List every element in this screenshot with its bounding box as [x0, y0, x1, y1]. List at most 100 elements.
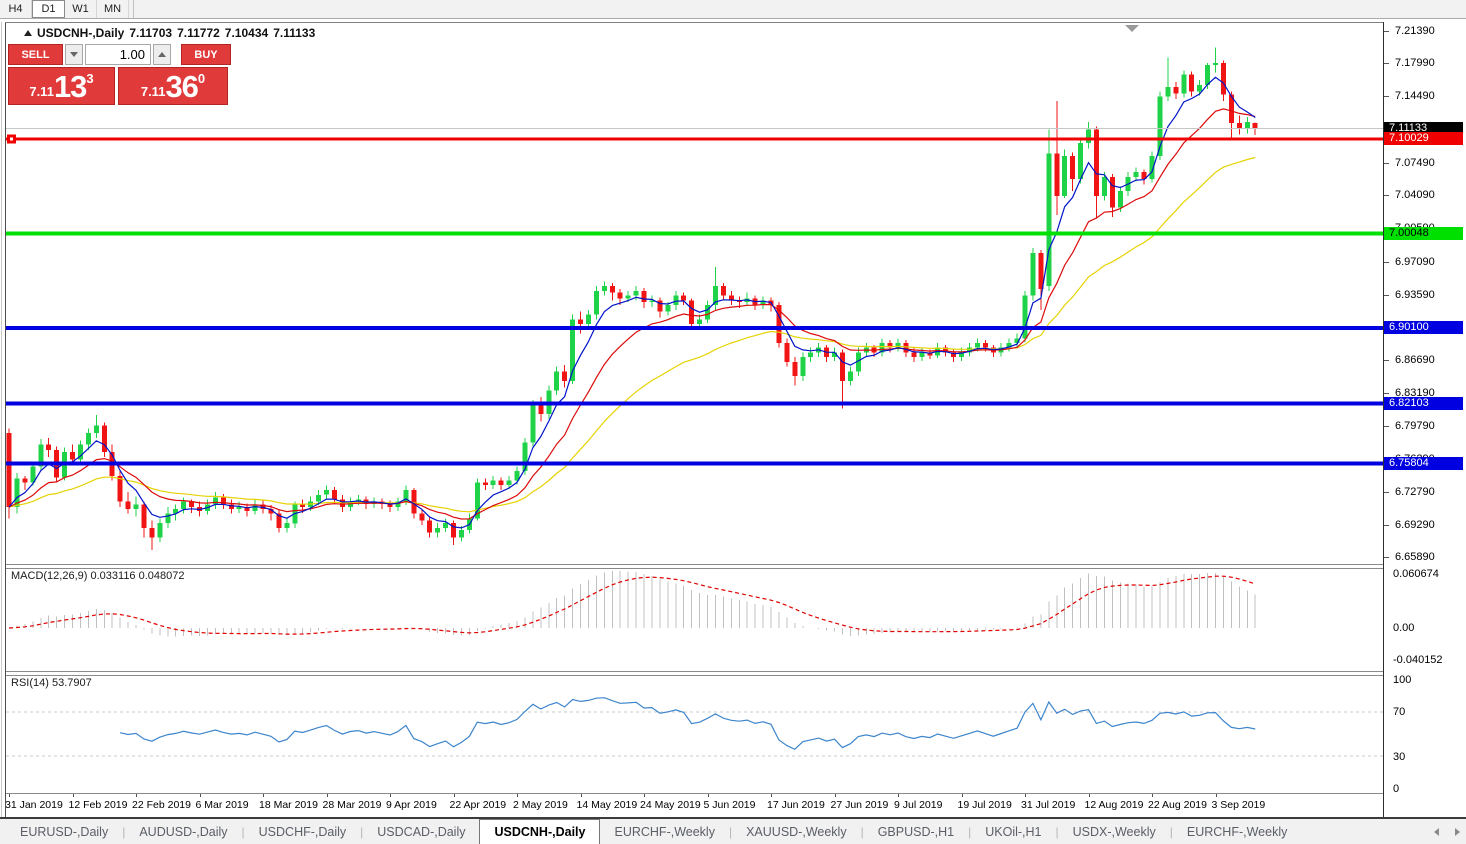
axis-tick-label: 6.79790	[1395, 420, 1435, 432]
sell-price-base: 7.11	[29, 84, 54, 99]
date-label: 22 Aug 2019	[1148, 799, 1207, 811]
axis-border	[1383, 22, 1384, 817]
pane-divider[interactable]	[6, 564, 1383, 569]
ohlc-close: 7.11133	[273, 26, 316, 40]
rsi-scale-label: 0	[1393, 783, 1400, 795]
tab-separator: |	[122, 824, 126, 839]
axis-tick	[1384, 360, 1389, 361]
timeframe-button-mn[interactable]: MN	[97, 0, 129, 18]
date-label: 31 Jan 2019	[6, 799, 63, 811]
date-label: 18 Mar 2019	[259, 799, 318, 811]
chart-tab-usdchf-daily[interactable]: USDCHF-,Daily	[258, 824, 347, 839]
macd-label: MACD(12,26,9) 0.033116 0.048072	[11, 570, 185, 582]
tab-separator: |	[360, 824, 364, 839]
tab-separator: |	[1169, 824, 1173, 839]
pane-divider[interactable]	[6, 671, 1383, 676]
tab-scroll-right-icon[interactable]	[1455, 827, 1460, 836]
price-axis: 7.213907.179907.144907.109907.074907.040…	[1384, 22, 1466, 817]
chart-tab-gbpusd-h1[interactable]: GBPUSD-,H1	[877, 824, 955, 839]
chart-tab-eurusd-daily[interactable]: EURUSD-,Daily	[20, 824, 109, 839]
rsi-scale-label: 100	[1393, 674, 1412, 686]
axis-tick-label: 6.72790	[1395, 486, 1435, 498]
price-badge: 6.82103	[1384, 397, 1463, 410]
date-tick	[1152, 794, 1153, 797]
ohlc-open: 7.11703	[129, 26, 173, 40]
chart-tab-eurchf-weekly[interactable]: EURCHF-,Weekly	[1186, 824, 1288, 839]
axis-tick-label: 7.17990	[1395, 57, 1435, 69]
tab-separator: |	[968, 824, 972, 839]
date-label: 19 Jul 2019	[957, 799, 1012, 811]
date-tick	[9, 794, 10, 797]
date-label: 12 Aug 2019	[1084, 799, 1144, 811]
rsi-chart-canvas[interactable]	[6, 674, 1383, 793]
tab-separator: |	[241, 824, 245, 839]
date-tick	[390, 794, 391, 797]
volume-input[interactable]	[85, 44, 151, 65]
date-label: 3 Sep 2019	[1211, 799, 1266, 811]
date-tick	[326, 794, 328, 797]
price-badge: 7.11133	[1384, 122, 1463, 135]
rsi-line	[119, 697, 1256, 751]
chart-tab-usdx-weekly[interactable]: USDX-,Weekly	[1072, 824, 1156, 839]
buy-price-button[interactable]: 7.11 36 0	[118, 67, 228, 105]
window-bottom-border	[0, 817, 1466, 819]
axis-tick-label: 7.21390	[1395, 25, 1435, 37]
axis-tick-label: 7.14490	[1395, 90, 1435, 102]
sell-price-button[interactable]: 7.11 13 3	[8, 67, 115, 105]
date-tick	[961, 794, 963, 797]
date-label: 12 Feb 2019	[68, 799, 128, 811]
macd-signal-line	[8, 575, 1256, 635]
one-click-trade-panel: SELL BUY 7.11 13 3 7.11 36 0	[8, 44, 231, 105]
axis-tick	[1384, 393, 1389, 394]
axis-tick-label: 6.69290	[1395, 519, 1435, 531]
toolbar-separator	[129, 0, 134, 18]
volume-increase-button[interactable]	[153, 44, 171, 65]
date-label: 24 May 2019	[640, 799, 701, 811]
date-tick	[771, 794, 772, 797]
scroll-marker-icon	[1125, 25, 1139, 32]
chart-tab-usdcad-daily[interactable]: USDCAD-,Daily	[377, 824, 466, 839]
timeframe-button-h4[interactable]: H4	[0, 0, 32, 18]
chart-tab-bar: EURUSD-,Daily | AUDUSD-,Daily | USDCHF-,Dail…	[0, 819, 1466, 844]
ohlc-low: 7.10434	[224, 26, 269, 40]
chart-tab-xauusd-weekly[interactable]: XAUUSD-,Weekly	[746, 824, 847, 839]
volume-decrease-button[interactable]	[65, 44, 83, 65]
macd-scale-zero: 0.00	[1393, 622, 1415, 634]
timeframe-toolbar: H4 D1 W1 MN	[0, 0, 1466, 19]
buy-price-big: 36	[165, 69, 198, 104]
date-label: 9 Jul 2019	[894, 799, 943, 811]
macd-chart-canvas[interactable]	[6, 567, 1383, 671]
chart-tab-eurchf-weekly[interactable]: EURCHF-,Weekly	[614, 824, 715, 839]
price-badge: 6.90100	[1384, 321, 1463, 334]
date-label: 5 Jun 2019	[703, 799, 756, 811]
chart-tab-ukoil-h1[interactable]: UKOil-,H1	[985, 824, 1042, 839]
axis-tick	[1384, 295, 1389, 296]
date-tick	[263, 794, 264, 797]
date-tick	[834, 794, 836, 797]
chart-tab-audusd-daily[interactable]: AUDUSD-,Daily	[139, 824, 228, 839]
price-chart-canvas[interactable]	[6, 23, 1383, 564]
axis-tick-label: 7.07490	[1395, 157, 1435, 169]
horizontal-lines-layer	[6, 127, 1383, 466]
axis-tick	[1384, 195, 1389, 196]
timeframe-button-w1[interactable]: W1	[65, 0, 97, 18]
date-tick	[136, 794, 137, 797]
chart-tab-usdcnh-daily[interactable]: USDCNH-,Daily	[479, 819, 601, 844]
sell-button[interactable]: SELL	[8, 44, 63, 65]
sell-price-pip: 3	[86, 71, 94, 86]
date-tick	[453, 794, 455, 797]
axis-tick	[1384, 525, 1389, 526]
macd-histogram-layer	[16, 570, 1256, 637]
chart-symbol-label: USDCNH-,Daily	[37, 26, 125, 40]
date-tick	[1215, 794, 1217, 797]
date-label: 22 Apr 2019	[449, 799, 507, 811]
axis-tick-label: 6.97090	[1395, 256, 1435, 268]
axis-tick-label: 6.86690	[1395, 354, 1435, 366]
axis-tick	[1384, 262, 1389, 263]
timeframe-button-d1[interactable]: D1	[32, 0, 65, 18]
buy-button[interactable]: BUY	[181, 44, 231, 65]
axis-tick-label: 6.93590	[1395, 289, 1435, 301]
tab-scroll-left-icon[interactable]	[1434, 827, 1439, 836]
collapse-panel-icon[interactable]	[24, 30, 32, 36]
buy-price-base: 7.11	[140, 84, 166, 99]
